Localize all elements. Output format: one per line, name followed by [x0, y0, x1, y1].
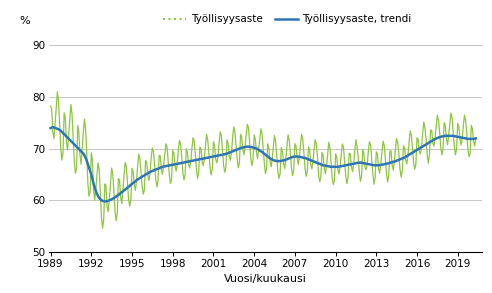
- Työllisyysaste: [96, 168, 102, 171]
- Työllisyysaste, trendi: [466, 137, 472, 141]
- Työllisyysaste: [473, 136, 479, 140]
- Line: Työllisyysaste, trendi: Työllisyysaste, trendi: [51, 127, 476, 201]
- Legend: Työllisyysaste, Työllisyysaste, trendi: Työllisyysaste, Työllisyysaste, trendi: [159, 10, 415, 28]
- Työllisyysaste, trendi: [96, 196, 102, 200]
- Työllisyysaste: [55, 90, 61, 94]
- Työllisyysaste: [466, 155, 472, 159]
- Työllisyysaste, trendi: [473, 137, 479, 140]
- Työllisyysaste: [48, 104, 54, 108]
- Työllisyysaste: [100, 226, 106, 230]
- Line: Työllisyysaste: Työllisyysaste: [51, 92, 476, 228]
- Työllisyysaste: [191, 139, 197, 143]
- Työllisyysaste: [105, 210, 111, 214]
- Työllisyysaste, trendi: [191, 159, 197, 162]
- Text: %: %: [19, 16, 30, 26]
- Työllisyysaste, trendi: [48, 126, 54, 130]
- Työllisyysaste, trendi: [341, 164, 347, 167]
- Työllisyysaste, trendi: [50, 125, 56, 129]
- X-axis label: Vuosi/kuukausi: Vuosi/kuukausi: [224, 275, 307, 285]
- Työllisyysaste, trendi: [105, 199, 111, 202]
- Työllisyysaste, trendi: [190, 159, 196, 162]
- Työllisyysaste: [190, 136, 196, 139]
- Työllisyysaste, trendi: [102, 200, 108, 203]
- Työllisyysaste: [341, 159, 347, 163]
